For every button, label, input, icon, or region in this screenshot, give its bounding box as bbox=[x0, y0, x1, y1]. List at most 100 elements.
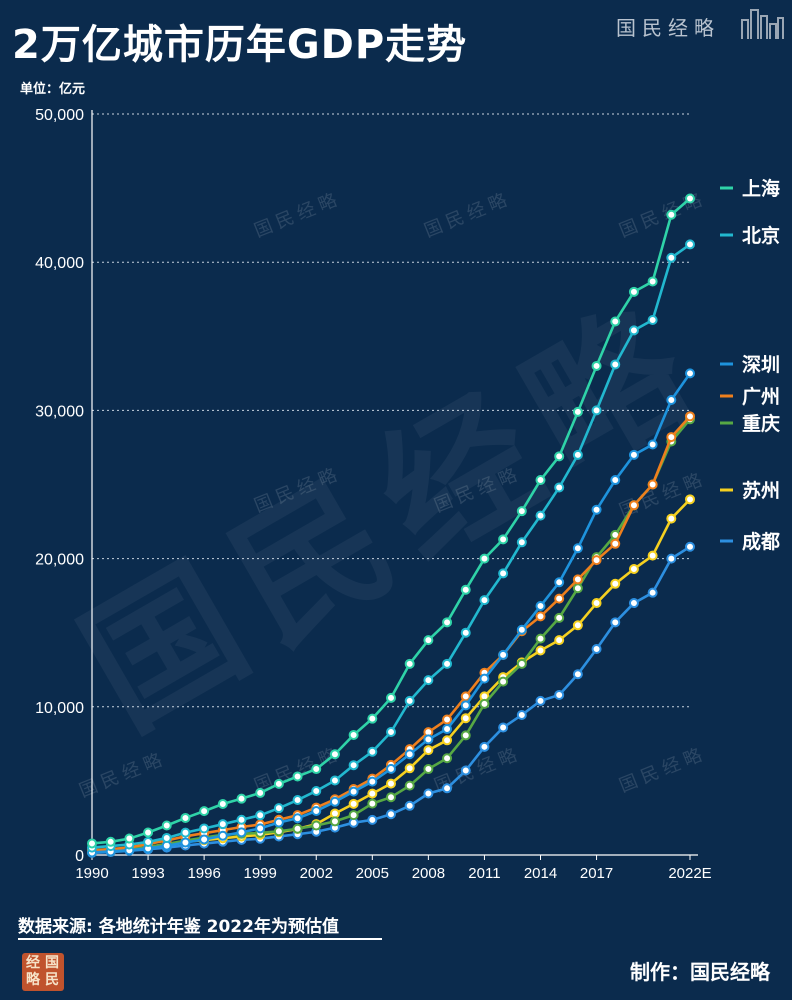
data-point bbox=[535, 633, 546, 644]
chart-title: 2万亿城市历年GDP走势 bbox=[12, 22, 468, 68]
data-point bbox=[479, 595, 490, 606]
x-tick-label: 2002 bbox=[300, 865, 333, 882]
x-tick-label: 1996 bbox=[187, 865, 220, 882]
series-lines bbox=[87, 193, 695, 858]
data-point bbox=[647, 550, 658, 561]
data-point bbox=[404, 780, 415, 791]
series-深圳 bbox=[87, 368, 695, 858]
data-point bbox=[535, 475, 546, 486]
data-point bbox=[591, 555, 602, 566]
watermark-text: 国民经略 bbox=[251, 743, 344, 797]
data-point bbox=[423, 675, 434, 686]
data-point bbox=[442, 714, 453, 725]
data-point bbox=[666, 209, 677, 220]
data-point bbox=[628, 449, 639, 460]
watermark-text: 国民经略 bbox=[251, 188, 344, 242]
x-tick-label: 1999 bbox=[244, 865, 277, 882]
watermark-text: 国民经略 bbox=[76, 748, 169, 802]
data-point bbox=[628, 563, 639, 574]
data-point bbox=[628, 325, 639, 336]
data-point bbox=[87, 838, 97, 849]
seal-char: 民 bbox=[45, 972, 59, 988]
data-point bbox=[236, 814, 247, 825]
data-point bbox=[610, 475, 621, 486]
data-point bbox=[423, 745, 434, 756]
legend-label: 苏州 bbox=[742, 479, 780, 502]
legend-label: 上海 bbox=[742, 177, 780, 200]
data-point bbox=[498, 722, 509, 733]
data-point bbox=[460, 700, 471, 711]
data-point bbox=[685, 494, 695, 505]
seal-logo: 经 国 略 民 bbox=[22, 953, 64, 991]
data-point bbox=[423, 734, 434, 745]
data-point bbox=[554, 482, 565, 493]
data-point bbox=[292, 823, 303, 834]
data-point bbox=[404, 695, 415, 706]
data-point bbox=[180, 837, 191, 848]
y-tick-label: 40,000 bbox=[35, 255, 84, 272]
data-point bbox=[311, 764, 322, 775]
data-point bbox=[647, 479, 658, 490]
data-point bbox=[591, 405, 602, 416]
data-point bbox=[329, 749, 340, 760]
data-point bbox=[329, 796, 340, 807]
data-point bbox=[292, 795, 303, 806]
x-tick-label: 2017 bbox=[580, 865, 613, 882]
data-point bbox=[423, 788, 434, 799]
legend-label: 成都 bbox=[742, 530, 780, 553]
building-icon bbox=[741, 9, 784, 39]
data-point bbox=[647, 439, 658, 450]
seal-char: 略 bbox=[26, 972, 40, 988]
data-point bbox=[460, 627, 471, 638]
data-point bbox=[666, 553, 677, 564]
y-tick-label: 0 bbox=[75, 848, 84, 865]
x-tick-label: 2005 bbox=[356, 865, 389, 882]
data-point bbox=[311, 805, 322, 816]
data-source-note: 数据来源: 各地统计年鉴 2022年为预估值 bbox=[18, 917, 339, 937]
data-point bbox=[516, 537, 527, 548]
data-point bbox=[442, 658, 453, 669]
data-point bbox=[572, 669, 583, 680]
brand-logo: 国民经略 bbox=[602, 6, 784, 40]
data-point bbox=[367, 746, 378, 757]
data-point bbox=[273, 817, 284, 828]
data-point bbox=[516, 709, 527, 720]
data-point bbox=[628, 598, 639, 609]
data-point bbox=[348, 810, 359, 821]
data-point bbox=[535, 695, 546, 706]
data-point bbox=[685, 239, 695, 250]
data-point bbox=[535, 601, 546, 612]
data-point bbox=[516, 658, 527, 669]
data-point bbox=[386, 692, 396, 703]
data-point bbox=[554, 689, 565, 700]
data-point bbox=[329, 816, 340, 827]
data-point bbox=[610, 359, 621, 370]
data-point bbox=[217, 819, 228, 830]
data-point bbox=[572, 574, 583, 585]
data-point bbox=[423, 764, 434, 775]
data-point bbox=[554, 593, 565, 604]
data-point bbox=[442, 724, 453, 735]
data-point bbox=[498, 676, 509, 687]
data-point bbox=[591, 644, 602, 655]
data-point bbox=[666, 513, 677, 524]
brand-name: 国民经略 bbox=[616, 16, 720, 40]
data-point bbox=[273, 803, 284, 814]
data-point bbox=[348, 760, 359, 771]
data-point bbox=[610, 617, 621, 628]
x-tick-label: 2014 bbox=[524, 865, 557, 882]
data-point bbox=[628, 286, 639, 297]
seal-char: 经 bbox=[26, 955, 40, 971]
unit-label: 单位：亿元 bbox=[20, 82, 86, 97]
data-point bbox=[572, 620, 583, 631]
watermark-text: 国民经略 bbox=[616, 743, 709, 797]
data-point bbox=[572, 449, 583, 460]
data-point bbox=[591, 504, 602, 515]
data-point bbox=[460, 713, 471, 724]
data-point bbox=[628, 500, 639, 511]
data-point bbox=[367, 798, 378, 809]
x-tick-label: 2022E bbox=[668, 865, 711, 882]
x-tick-label: 2008 bbox=[412, 865, 445, 882]
data-point bbox=[666, 395, 677, 406]
